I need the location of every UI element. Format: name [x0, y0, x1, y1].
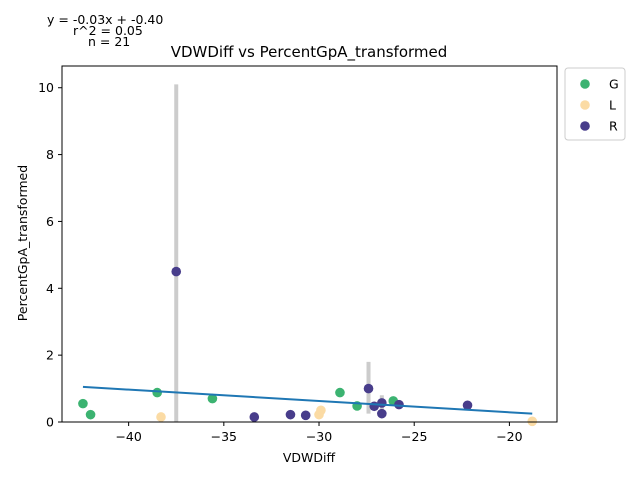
y-tick-label: 0 [46, 415, 54, 430]
legend: GLR [564, 67, 626, 141]
plot-frame [61, 65, 558, 423]
regression-line [82, 385, 533, 415]
data-point-l [156, 412, 166, 422]
y-tick-label: 6 [46, 214, 54, 229]
x-axis-label: VDWDiff [283, 450, 336, 465]
data-point-r [249, 412, 260, 422]
data-point-g [85, 409, 96, 420]
data-point-g [207, 393, 218, 404]
regression-equation: y = -0.03x + -0.40 [47, 12, 164, 27]
r-squared-label: r^2 = 0.05 [73, 23, 143, 38]
y-tick-label: 8 [46, 147, 54, 162]
y-tick-label: 2 [46, 348, 54, 363]
chart-title: VDWDiff vs PercentGpA_transformed [171, 43, 448, 62]
data-point-r [394, 399, 404, 410]
legend-label-r: R [609, 119, 618, 134]
data-point-r [377, 408, 387, 419]
data-point-r [285, 409, 296, 420]
axes: −40 −35 −30 −25 −20 0 2 4 6 8 10 [38, 65, 558, 444]
legend-label-l: L [609, 98, 616, 113]
y-tick-label: 10 [38, 80, 54, 95]
legend-box [564, 67, 626, 141]
data-point-r [363, 383, 374, 394]
data-point-g [78, 398, 88, 409]
data-point-g [152, 387, 162, 398]
x-tick-label: −30 [306, 429, 332, 444]
data-point-l [527, 416, 538, 427]
data-point-g [335, 387, 345, 398]
legend-marker-g [580, 79, 590, 89]
x-tick-label: −40 [115, 429, 141, 444]
legend-marker-l [580, 100, 590, 110]
data-point-l [316, 405, 326, 416]
data-point-r [377, 398, 387, 408]
x-tick-label: −20 [496, 429, 522, 444]
legend-marker-r [580, 121, 590, 131]
plot-area [78, 84, 538, 427]
data-point-r [300, 410, 311, 421]
y-axis-label: PercentGpA_transformed [15, 165, 30, 321]
legend-label-g: G [609, 77, 619, 92]
x-tick-label: −25 [401, 429, 427, 444]
x-tick-label: −35 [211, 429, 237, 444]
sample-size-label: n = 21 [88, 34, 131, 49]
data-point-r [171, 266, 182, 277]
y-tick-label: 4 [46, 281, 54, 296]
data-point-r [462, 400, 473, 411]
